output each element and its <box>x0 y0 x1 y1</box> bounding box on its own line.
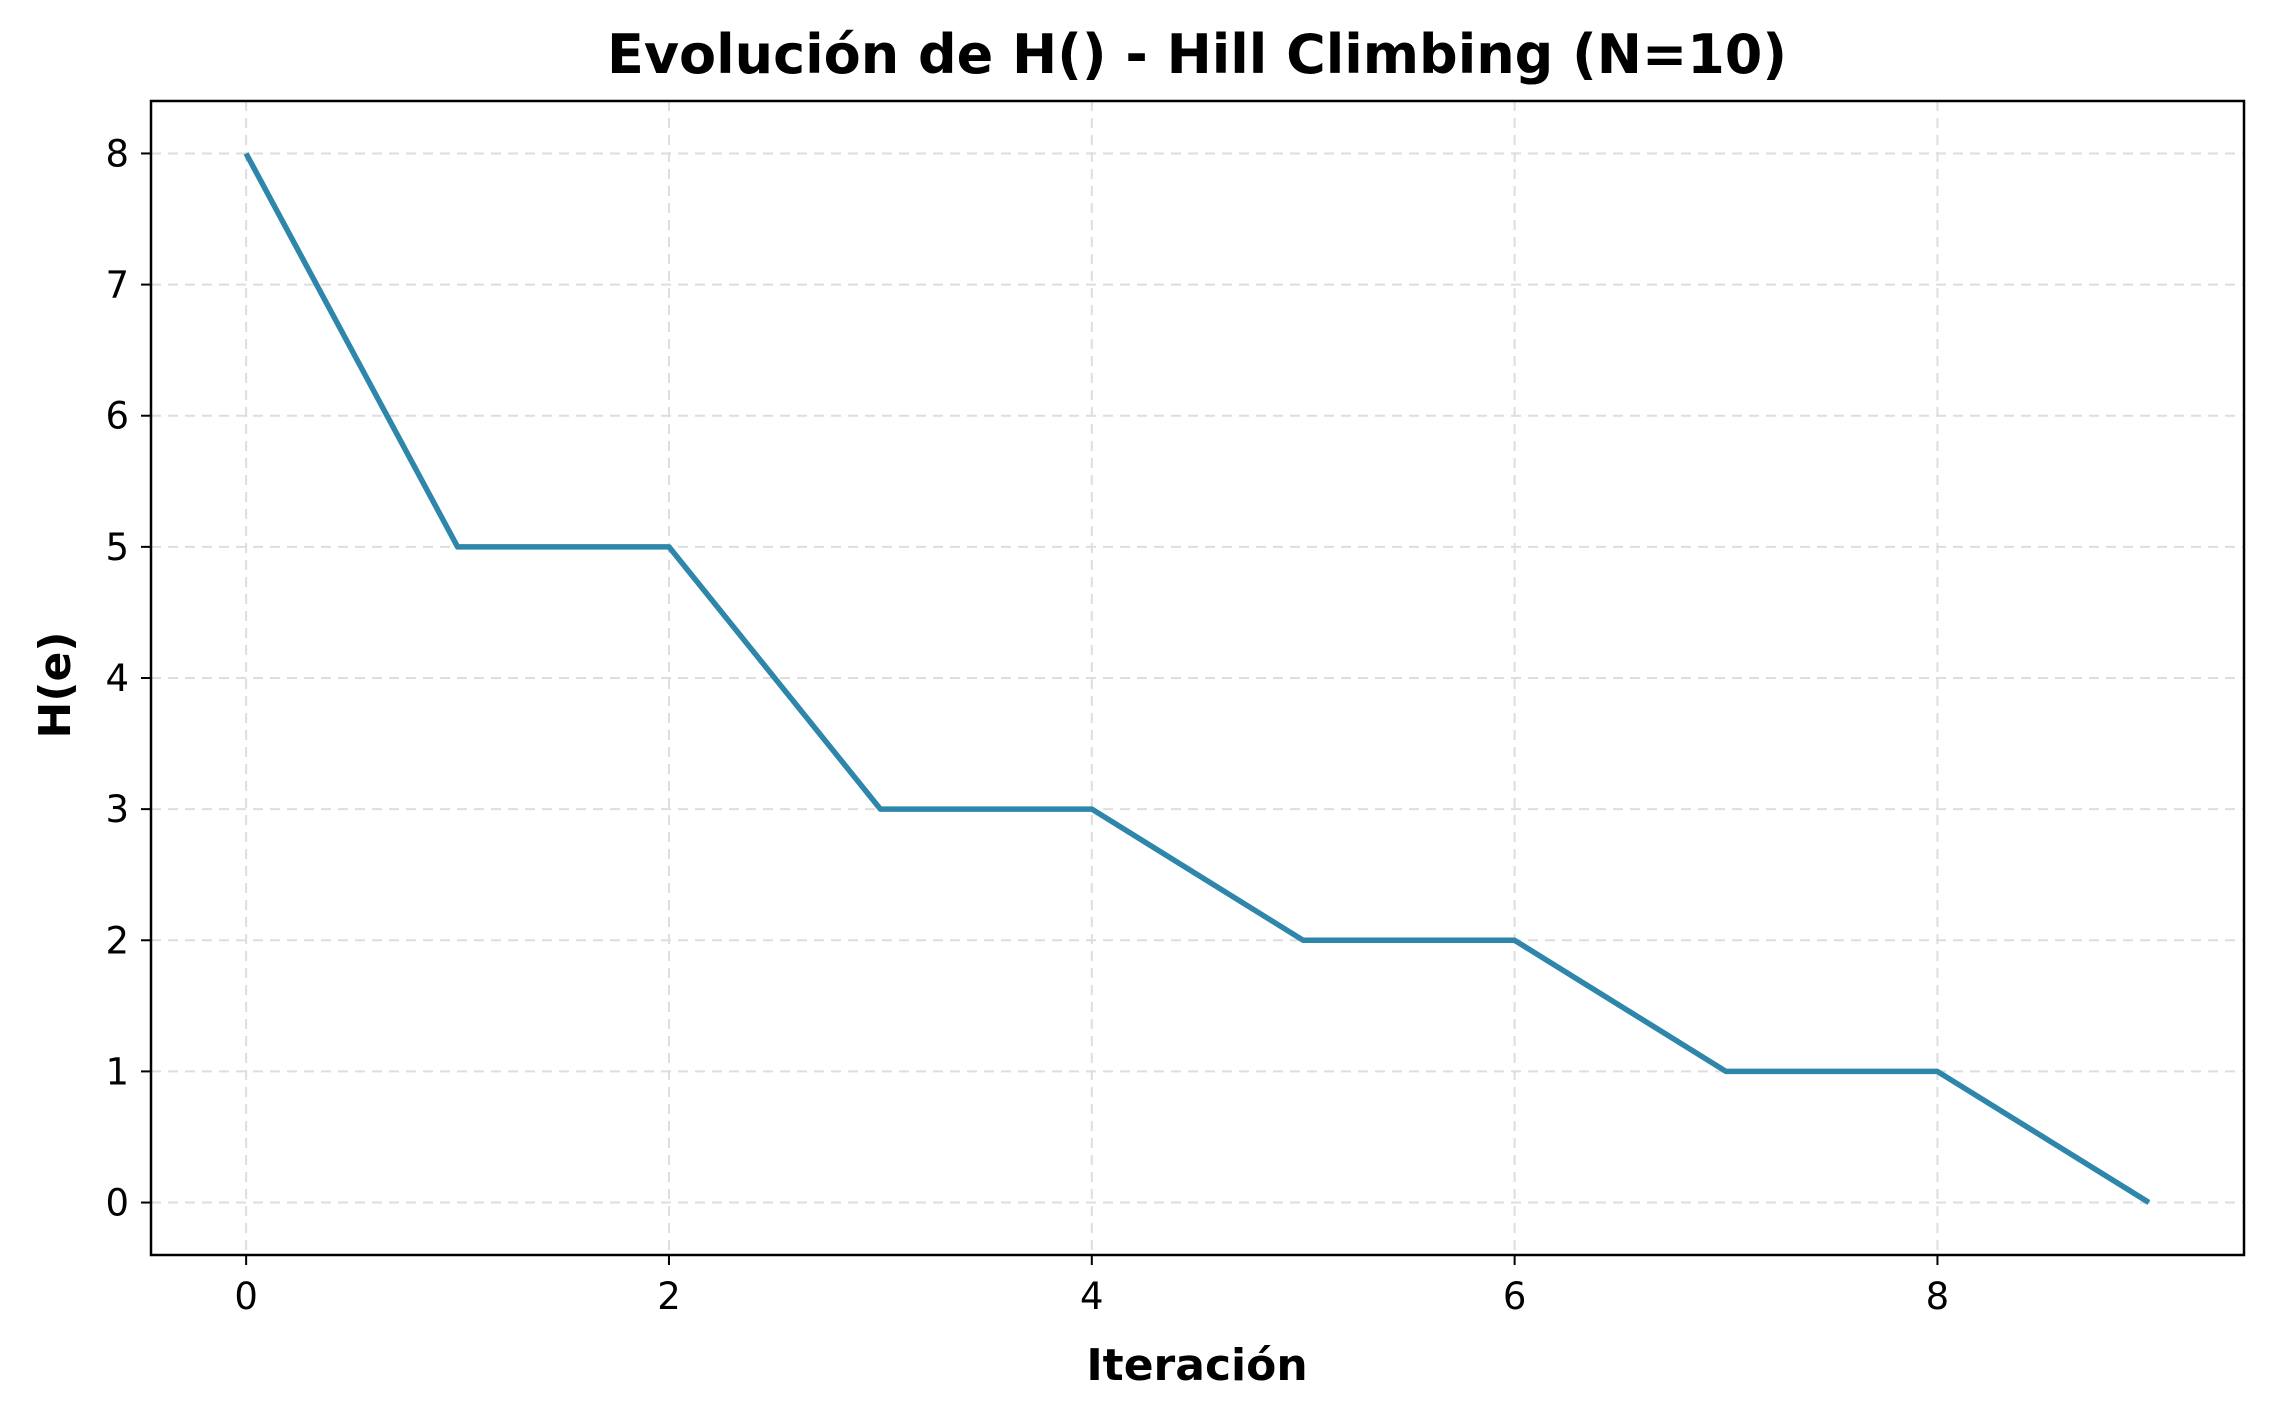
y-tick-label: 6 <box>105 395 129 438</box>
x-tick-label: 4 <box>1080 1275 1104 1318</box>
x-tick-label: 0 <box>234 1275 258 1318</box>
x-axis-label: Iteración <box>1086 1340 1307 1391</box>
y-tick-label: 1 <box>105 1050 129 1093</box>
y-axis-ticks: 0 1 2 3 4 5 6 7 8 <box>105 132 151 1225</box>
y-tick-label: 3 <box>105 788 129 831</box>
y-tick-label: 8 <box>105 132 129 175</box>
y-tick-label: 0 <box>105 1182 129 1225</box>
y-tick-label: 4 <box>105 657 129 700</box>
chart-title: Evolución de H() - Hill Climbing (N=10) <box>607 23 1787 86</box>
x-axis-ticks: 0 2 4 6 8 <box>234 1255 1949 1318</box>
grid <box>151 101 2244 1255</box>
series-line <box>243 152 2151 1205</box>
x-tick-label: 6 <box>1503 1275 1527 1318</box>
y-tick-label: 2 <box>105 919 129 962</box>
y-axis-label: H(e) <box>30 632 81 739</box>
series-layer <box>243 152 2151 1205</box>
x-tick-label: 8 <box>1926 1275 1950 1318</box>
y-tick-label: 7 <box>105 264 129 307</box>
y-tick-label: 5 <box>105 526 129 569</box>
x-tick-label: 2 <box>657 1275 681 1318</box>
